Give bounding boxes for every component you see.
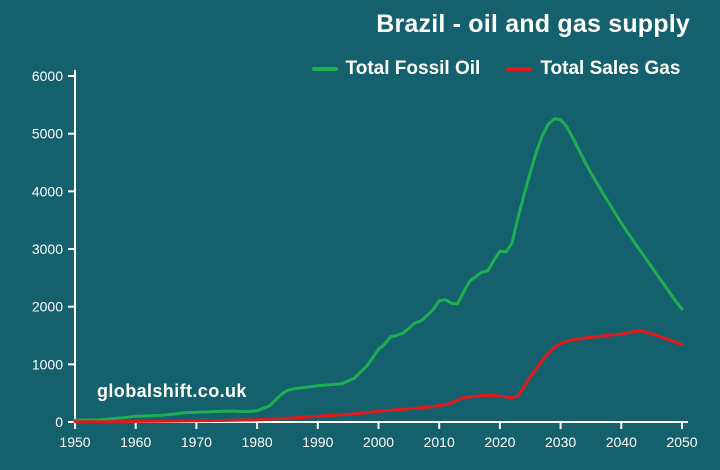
y-tick-label: 6000 [32, 68, 63, 84]
series-line-total-sales-gas [73, 329, 684, 424]
legend-item-total-fossil-oil: Total Fossil Oil [311, 58, 481, 80]
legend-label-total-fossil-oil: Total Fossil Oil [345, 58, 481, 79]
x-tick-label: 1960 [120, 434, 151, 450]
y-tick-label: 3000 [32, 241, 63, 257]
legend: Total Fossil Oil Total Sales Gas [300, 58, 692, 80]
legend-item-total-sales-gas: Total Sales Gas [506, 58, 680, 80]
x-tick-label: 1980 [242, 434, 273, 450]
x-tick-label: 2040 [606, 434, 637, 450]
y-tick-label: 0 [55, 414, 63, 430]
x-tick-label: 1990 [302, 434, 333, 450]
legend-swatch-total-fossil-oil [311, 67, 338, 71]
x-tick-label: 2030 [545, 434, 576, 450]
watermark: globalshift.co.uk [97, 381, 247, 401]
y-tick-label: 5000 [32, 126, 63, 142]
y-tick-label: 2000 [32, 299, 63, 315]
x-tick-label: 1950 [59, 434, 90, 450]
x-tick-label: 2010 [424, 434, 455, 450]
x-tick-label: 2000 [363, 434, 394, 450]
y-tick-label: 4000 [32, 183, 63, 199]
legend-label-total-sales-gas: Total Sales Gas [540, 58, 681, 79]
chart-title: Brazil - oil and gas supply [376, 10, 690, 38]
legend-swatch-total-sales-gas [506, 67, 533, 71]
x-tick-label: 2020 [484, 434, 515, 450]
y-tick-label: 1000 [32, 356, 63, 372]
series-line-total-fossil-oil [73, 117, 684, 422]
x-tick-label: 2050 [666, 434, 697, 450]
x-tick-label: 1970 [181, 434, 212, 450]
